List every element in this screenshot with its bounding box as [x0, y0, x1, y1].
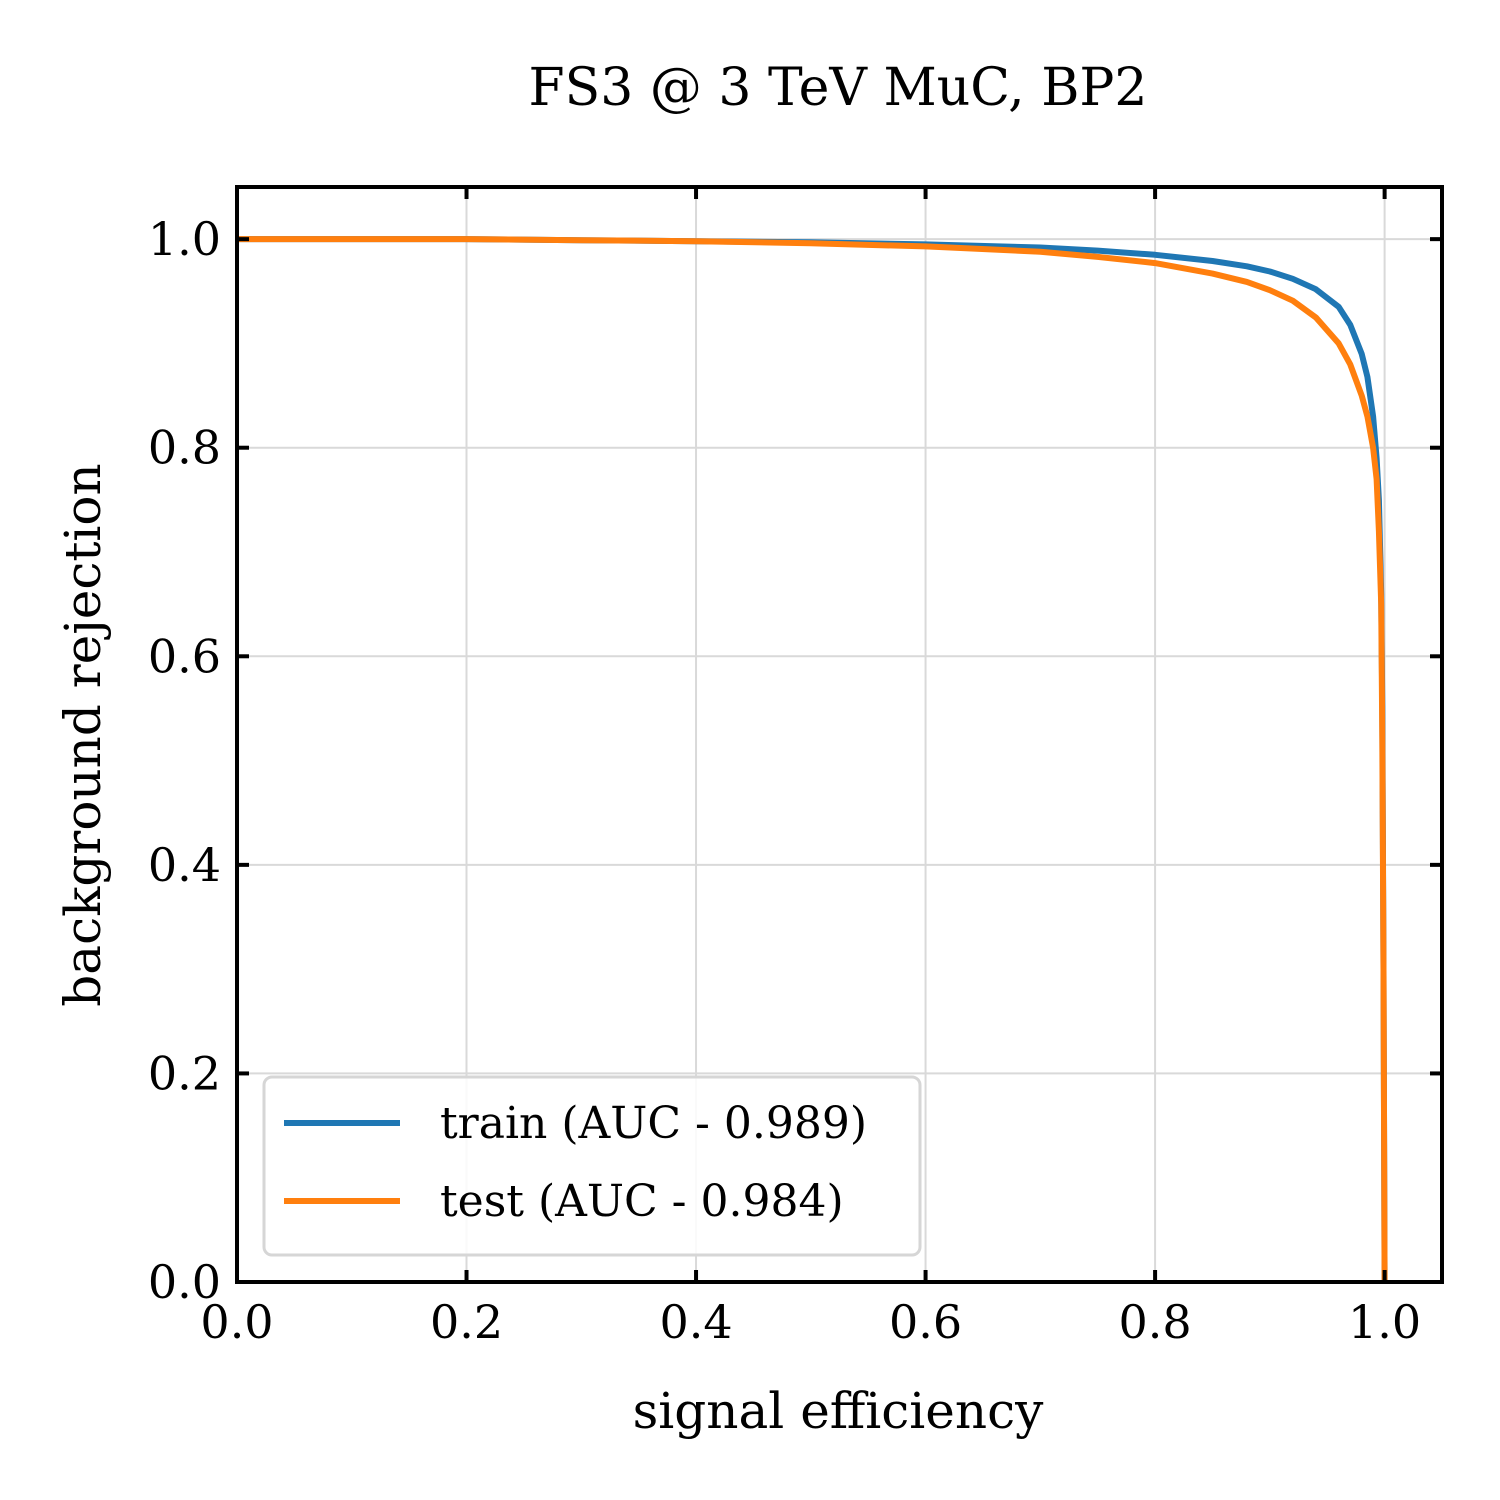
- y-tick-label: 0.6: [148, 629, 221, 683]
- legend-label-train: train (AUC - 0.989): [440, 1098, 867, 1149]
- tick-labels: 0.0 0.2 0.4 0.6 0.8 1.0 0.0 0.2 0.4 0.6 0.8 1.0: [148, 212, 1421, 1349]
- y-tick-label: 0.0: [148, 1255, 221, 1309]
- x-tick-label: 0.0: [200, 1295, 273, 1349]
- chart-title: FS3 @ 3 TeV MuC, BP2: [529, 58, 1148, 118]
- y-tick-label: 0.4: [148, 838, 221, 892]
- x-tick-label: 0.4: [659, 1295, 732, 1349]
- plot-frame: [235, 185, 1444, 1284]
- y-tick-label: 1.0: [148, 212, 221, 266]
- y-axis-label: background rejection: [54, 463, 112, 1006]
- y-tick-label: 0.8: [148, 421, 221, 475]
- y-tick-label: 0.2: [148, 1046, 221, 1100]
- series-lines: [237, 236, 1388, 1283]
- series-line-test: [237, 236, 1388, 1283]
- legend: train (AUC - 0.989) test (AUC - 0.984): [262, 1075, 922, 1257]
- x-tick-label: 0.2: [430, 1295, 503, 1349]
- legend-label-test: test (AUC - 0.984): [440, 1176, 844, 1227]
- legend-box: [262, 1075, 922, 1257]
- x-axis-label: signal efficiency: [633, 1382, 1044, 1440]
- x-tick-label: 0.6: [889, 1295, 962, 1349]
- x-tick-label: 0.8: [1119, 1295, 1192, 1349]
- x-tick-label: 1.0: [1348, 1295, 1421, 1349]
